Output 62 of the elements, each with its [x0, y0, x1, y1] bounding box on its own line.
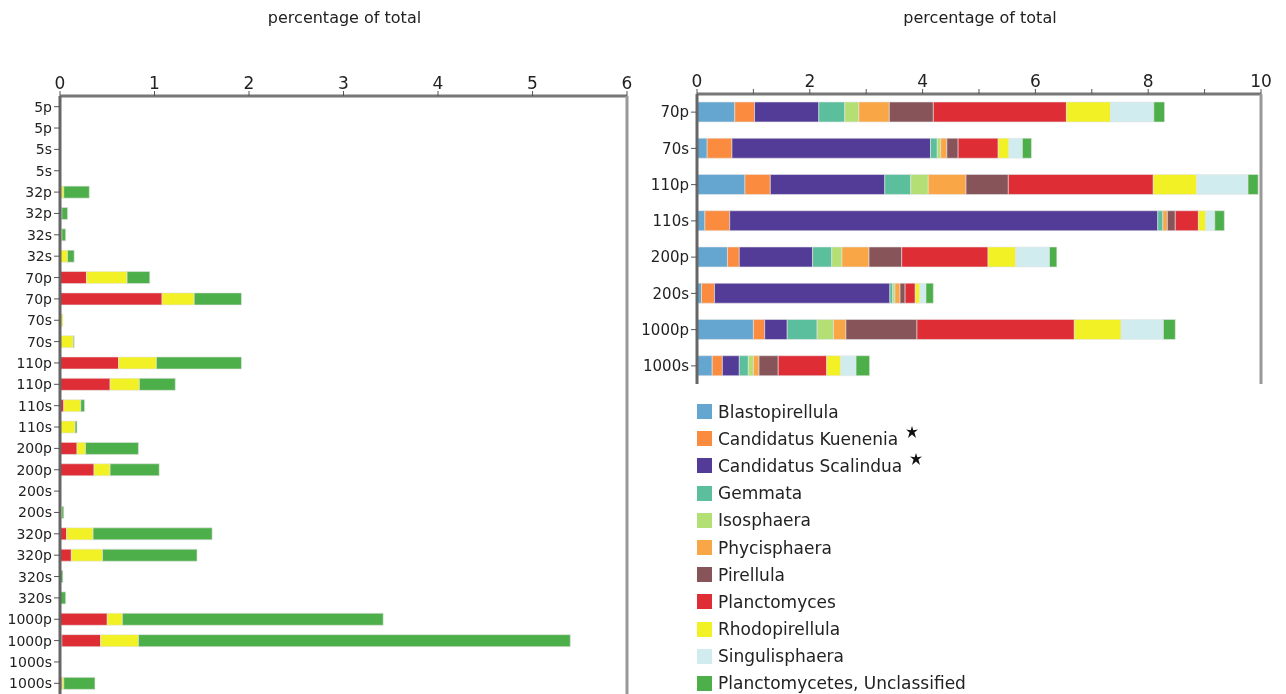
x-tick-label: 0 — [54, 73, 66, 93]
legend-label: Phycisphaera — [718, 537, 832, 558]
x-tick-label: 4 — [917, 71, 929, 91]
x-axis-title: percentage of total — [902, 8, 1058, 27]
legend-label: Blastopirellula — [718, 401, 839, 422]
y-tick-label: 1000s — [9, 675, 52, 692]
y-tick-label: 70p — [660, 103, 689, 122]
y-tick-label: 5p — [34, 98, 53, 115]
y-tick-label: 1000p — [641, 320, 689, 339]
legend-label: Candidatus Scalindua — [718, 455, 903, 476]
y-tick-label: 70p — [25, 269, 53, 286]
x-tick-label: 4 — [432, 73, 444, 93]
y-tick-label: 320p — [16, 525, 53, 542]
y-tick-label: 5s — [35, 141, 52, 158]
y-tick-label: 200p — [650, 248, 689, 267]
y-tick-label: 320s — [17, 568, 52, 585]
legend-label: Planctomyces — [718, 591, 836, 612]
x-tick-label: 2 — [243, 73, 255, 93]
y-tick-label: 70p — [25, 290, 53, 307]
legend-label: Pirellula — [718, 564, 786, 585]
y-tick-label: 200s — [17, 483, 52, 500]
y-tick-label: 200s — [17, 504, 52, 521]
y-tick-label: 70s — [26, 333, 52, 350]
y-tick-label: 110p — [16, 354, 53, 371]
y-tick-label: 32s — [26, 226, 52, 243]
y-tick-label: 320s — [17, 589, 52, 606]
y-tick-label: 5s — [35, 162, 52, 179]
y-tick-label: 5p — [34, 120, 53, 137]
x-tick-label: 0 — [691, 71, 703, 91]
legend-label: Candidatus Kuenenia — [718, 428, 899, 449]
y-tick-label: 1000s — [9, 653, 52, 670]
x-tick-label: 1 — [149, 73, 160, 93]
y-tick-label: 70s — [26, 312, 52, 329]
y-tick-label: 320p — [16, 547, 53, 564]
y-tick-label: 200p — [16, 440, 53, 457]
legend-label: Rhodopirellula — [718, 619, 841, 640]
legend-label: Singulisphaera — [718, 646, 845, 667]
x-tick-label: 5 — [527, 73, 538, 93]
y-tick-label: 1000s — [643, 357, 690, 376]
y-tick-label: 110s — [17, 419, 52, 436]
x-tick-label: 10 — [1250, 71, 1272, 91]
x-tick-label: 6 — [621, 73, 633, 93]
legend-label: Gemmata — [718, 483, 803, 504]
y-tick-label: 110s — [17, 397, 52, 414]
legend-label: Planctomycetes, Unclassified — [718, 673, 966, 694]
y-tick-label: 110p — [650, 175, 689, 194]
y-tick-label: 32p — [25, 184, 53, 201]
x-tick-label: 6 — [1029, 71, 1041, 91]
x-axis-title: percentage of total — [266, 8, 423, 27]
y-tick-label: 32p — [25, 205, 53, 222]
y-tick-label: 110p — [16, 376, 53, 393]
y-tick-label: 70s — [662, 139, 690, 158]
x-tick-label: 8 — [1142, 71, 1154, 91]
legend-label: Isosphaera — [718, 510, 811, 531]
x-tick-label: 3 — [338, 73, 349, 93]
y-tick-label: 32s — [26, 248, 52, 265]
x-tick-label: 2 — [804, 71, 816, 91]
y-tick-label: 200p — [16, 461, 53, 478]
y-tick-label: 200s — [652, 284, 690, 303]
y-tick-label: 1000p — [7, 611, 53, 628]
y-tick-label: 110s — [652, 212, 690, 231]
y-tick-label: 1000p — [7, 632, 53, 649]
